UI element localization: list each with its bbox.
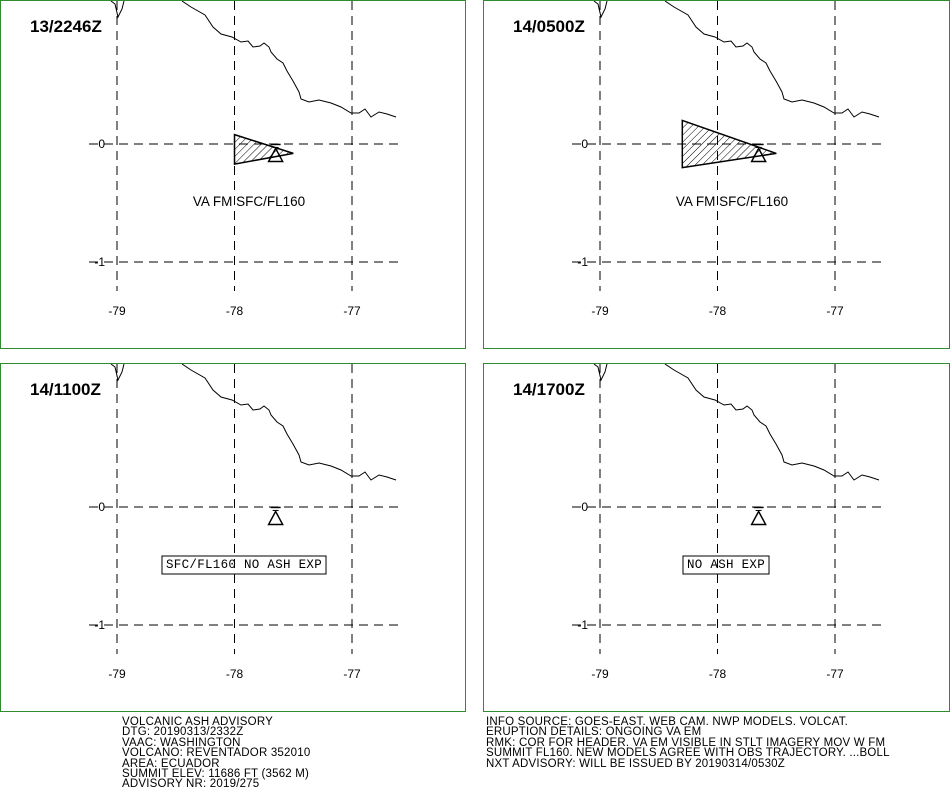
advisory-line: DTG: 20190313/2332Z [122, 726, 244, 739]
label-box [161, 555, 327, 575]
lat-tick-label: 0 [98, 137, 105, 151]
advisory-left: VOLCANIC ASH ADVISORY DTG: 20190313/2332… [122, 716, 311, 791]
panel-time-4: 14/1700Z [513, 380, 585, 399]
ash-forecast-label: VA FM SFC/FL160 [676, 194, 788, 209]
coastline [593, 364, 880, 481]
advisory-line: VOLCANIC ASH ADVISORY [122, 716, 273, 728]
advisory-line: SUMMIT FL160. NEW MODELS AGREE WITH OBS … [486, 747, 890, 760]
advisory-right: INFO SOURCE: GOES-EAST. WEB CAM. NWP MOD… [486, 716, 890, 770]
advisory-line: INFO SOURCE: GOES-EAST. WEB CAM. NWP MOD… [486, 716, 849, 728]
lon-tick-label: -77 [343, 304, 361, 318]
map-panel-3: -79 -78 -77 0 -1 SFC/FL160 NO ASH EXP 14/1100… [0, 363, 466, 712]
lon-tick-label: -78 [226, 667, 244, 681]
lon-tick-label: -79 [591, 667, 609, 681]
lon-tick-label: -78 [709, 667, 727, 681]
lat-tick-label: 0 [581, 137, 588, 151]
volcano-icon [267, 143, 284, 163]
advisory-line: SUMMIT ELEV: 11686 FT (3562 M) [122, 768, 310, 781]
coastline [110, 1, 397, 118]
map-canvas-3: -79 -78 -77 0 -1 SFC/FL160 NO ASH EXP [89, 364, 399, 681]
graticule [89, 364, 399, 654]
lon-tick-label: -78 [709, 304, 727, 318]
lon-tick-label: -77 [826, 304, 844, 318]
ash-cloud-area [681, 119, 777, 169]
map-panel-4: -79 -78 -77 0 -1 NO ASH EXP 14/1700Z [483, 363, 950, 712]
coastline [110, 364, 397, 481]
graticule [572, 364, 882, 654]
lon-tick-label: -79 [108, 667, 126, 681]
lon-tick-label: -77 [343, 667, 361, 681]
lat-tick-label: 0 [581, 500, 588, 514]
lon-tick-label: -77 [826, 667, 844, 681]
panel-time-3: 14/1100Z [30, 380, 101, 399]
advisory-line: VOLCANO: REVENTADOR 352010 [122, 747, 311, 760]
map-canvas-2: -79 -78 -77 0 -1 VA FM SFC/FL160 [572, 1, 882, 318]
lat-tick-label: 0 [98, 500, 105, 514]
lat-tick-label: -1 [577, 255, 588, 269]
lat-tick-label: -1 [94, 255, 105, 269]
advisory-line: NXT ADVISORY: WILL BE ISSUED BY 20190314… [486, 757, 785, 770]
map-canvas-1: -79 -78 -77 0 -1 VA FM SFC/FL160 [89, 1, 399, 318]
volcano-icon [267, 506, 284, 526]
coastline [593, 1, 880, 118]
advisory-line: ADVISORY NR: 2019/275 [122, 778, 260, 791]
advisory-line: ERUPTION DETAILS: ONGOING VA EM [486, 726, 702, 739]
panel-time-1: 13/2246Z [30, 17, 102, 36]
lat-tick-label: -1 [577, 618, 588, 632]
ash-forecast-label: NO ASH EXP [687, 558, 765, 572]
panel-time-2: 14/0500Z [513, 17, 585, 36]
lon-tick-label: -78 [226, 304, 244, 318]
lon-tick-label: -79 [591, 304, 609, 318]
advisory-line: RMK: COR FOR HEADER. VA EM VISIBLE IN ST… [486, 736, 886, 749]
map-canvas-4: -79 -78 -77 0 -1 NO ASH EXP [572, 364, 882, 681]
map-panel-2: -79 -78 -77 0 -1 VA FM SFC/FL160 14/0500Z [483, 0, 950, 349]
label-box [682, 555, 770, 575]
volcano-icon [750, 143, 767, 163]
advisory-line: VAAC: WASHINGTON [122, 736, 241, 749]
volcano-icon [750, 506, 767, 526]
map-panel-1: -79 -78 -77 0 -1 VA FM SFC/FL160 13/2246Z [0, 0, 466, 349]
lon-tick-label: -79 [108, 304, 126, 318]
ash-forecast-label: VA FM SFC/FL160 [193, 194, 305, 209]
lat-tick-label: -1 [94, 618, 105, 632]
advisory-line: AREA: ECUADOR [122, 757, 220, 770]
ash-forecast-label: SFC/FL160 NO ASH EXP [166, 558, 322, 572]
ash-cloud-area [233, 133, 294, 165]
